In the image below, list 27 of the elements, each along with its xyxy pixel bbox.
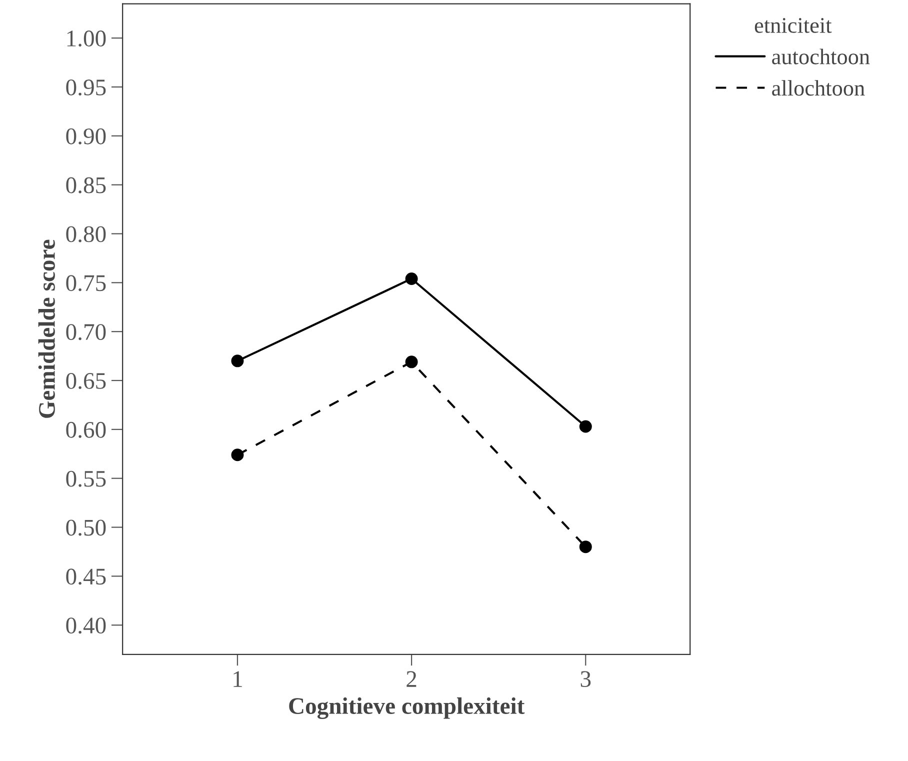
y-tick-label: 0.80 <box>66 226 106 242</box>
point <box>579 420 592 433</box>
y-tick-label: 0.95 <box>66 79 106 96</box>
y-tick-label: 0.55 <box>66 470 106 487</box>
legend-label: autochtoon <box>772 48 870 64</box>
y-tick-label: 0.85 <box>66 177 106 194</box>
point <box>579 540 592 554</box>
y-tick-label: 1.00 <box>67 30 106 47</box>
legend-title: etniciteit <box>754 18 832 33</box>
point <box>231 448 244 462</box>
point <box>405 356 418 368</box>
x-tick-label: 3 <box>580 671 591 688</box>
x-tick-label: 2 <box>406 671 416 687</box>
y-tick-label: 0.40 <box>66 618 106 634</box>
y-axis-title: Gemiddelde score <box>38 240 55 418</box>
y-tick-label: 0.75 <box>66 275 106 292</box>
x-axis-title: Cognitieve complexiteit <box>289 697 525 719</box>
point <box>405 272 418 285</box>
y-tick-label: 0.60 <box>66 422 106 438</box>
y-tick-label: 0.45 <box>66 568 106 585</box>
point <box>231 354 244 368</box>
y-tick-label: 0.65 <box>66 372 106 390</box>
legend-label: allochtoon <box>772 80 865 96</box>
y-tick-label: 0.90 <box>66 128 106 144</box>
y-tick-label: 0.70 <box>66 324 106 340</box>
y-tick-label: 0.50 <box>66 520 106 536</box>
x-tick-label: 1 <box>234 671 242 687</box>
